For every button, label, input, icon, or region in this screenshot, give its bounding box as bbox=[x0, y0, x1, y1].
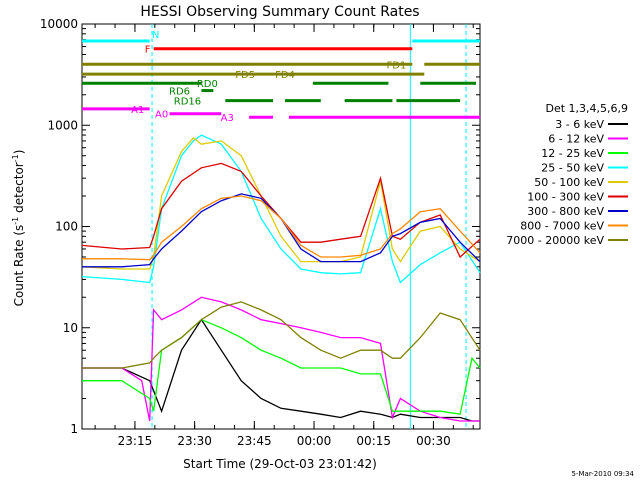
series-line-9 bbox=[82, 301, 481, 369]
annotation-label-rd6: RD6 bbox=[169, 87, 190, 98]
x-tick-label: 00:15 bbox=[356, 434, 391, 448]
y-tick-label: 100 bbox=[55, 220, 78, 234]
x-tick-label: 00:00 bbox=[297, 434, 332, 448]
legend-label: 300 - 800 keV bbox=[527, 205, 604, 218]
series-line-3 bbox=[82, 318, 481, 415]
legend-label: 50 - 100 keV bbox=[534, 176, 604, 189]
annotation-label-fd5: FD5 bbox=[235, 70, 255, 81]
annotation-label-a1: A1 bbox=[131, 105, 144, 116]
y-axis-label-sup2: -1 bbox=[11, 154, 20, 162]
y-axis-label-mid: detector bbox=[12, 162, 26, 217]
chart-title: HESSI Observing Summary Count Rates bbox=[140, 4, 419, 20]
series-line-7 bbox=[82, 193, 481, 268]
annotation-label-n: N bbox=[152, 30, 159, 41]
annotation-label-f: F bbox=[145, 45, 151, 56]
timestamp-label: 5-Mar-2010 09:34 bbox=[572, 470, 635, 478]
x-tick-label: 00:30 bbox=[416, 434, 451, 448]
series-line-4 bbox=[81, 134, 481, 284]
x-tick-label: 23:45 bbox=[237, 434, 272, 448]
series-line-6 bbox=[81, 162, 481, 259]
series-line-2 bbox=[82, 296, 480, 422]
y-tick-label: 10000 bbox=[40, 17, 78, 31]
y-tick-label: 1 bbox=[70, 422, 78, 436]
annotation-label-fd4: FD4 bbox=[275, 70, 295, 81]
legend-label: 25 - 50 keV bbox=[541, 162, 604, 175]
series-line-8 bbox=[82, 195, 481, 261]
plot-area: 1 10 100 1000 10000 23:15 23:30 23:45 00:00 00:15… bbox=[40, 17, 481, 448]
x-tick-label: 23:15 bbox=[118, 434, 153, 448]
plot-frame bbox=[81, 23, 481, 430]
y-axis-label-text: Count Rate (s bbox=[12, 225, 26, 307]
annotation-label-fd1: FD1 bbox=[387, 60, 407, 71]
y-tick-label: 10 bbox=[63, 321, 78, 335]
legend-label: 12 - 25 keV bbox=[541, 147, 604, 160]
legend-label: 100 - 300 keV bbox=[527, 191, 604, 204]
legend-header: Det 1,3,4,5,6,9 bbox=[545, 102, 628, 115]
legend-label: 3 - 6 keV bbox=[555, 118, 604, 131]
x-tick-label: 23:30 bbox=[177, 434, 212, 448]
y-axis-label-end: ) bbox=[12, 150, 26, 155]
y-tick-label: 1000 bbox=[47, 118, 78, 132]
annotation-label-a0: A0 bbox=[155, 110, 168, 121]
legend-label: 6 - 12 keV bbox=[548, 133, 604, 146]
y-axis-label: Count Rate (s-1 detector-1) bbox=[11, 150, 26, 307]
x-axis-label: Start Time (29-Oct-03 23:01:42) bbox=[183, 457, 377, 471]
svg-text:Count Rate (s-1 detector-1): Count Rate (s-1 detector-1) bbox=[11, 150, 26, 307]
legend-label: 7000 - 20000 keV bbox=[506, 234, 604, 247]
series-line-1 bbox=[82, 318, 480, 422]
annotation-label-rd0: RD0 bbox=[197, 79, 218, 90]
y-axis-label-sup1: -1 bbox=[11, 217, 20, 225]
annotation-label-rd16: RD16 bbox=[174, 97, 201, 108]
legend-label: 800 - 7000 keV bbox=[520, 220, 604, 233]
annotation-label-a3: A3 bbox=[221, 113, 234, 124]
